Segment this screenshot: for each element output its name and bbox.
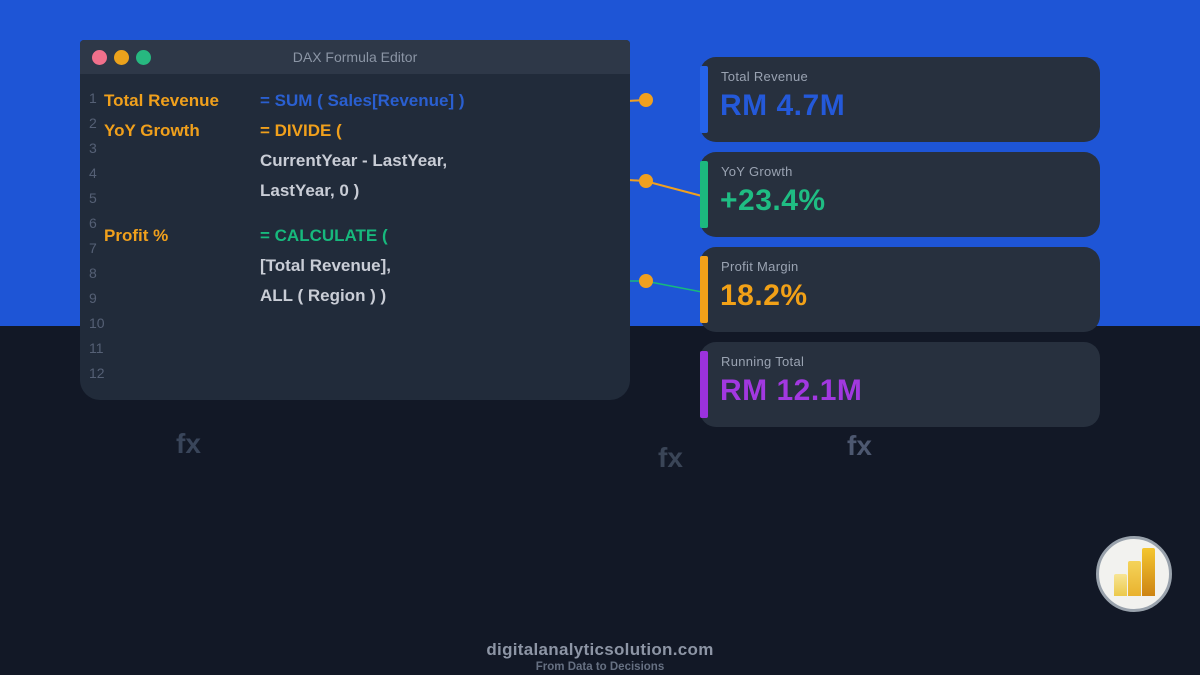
measure-formula: LastYear, 0 ) bbox=[260, 181, 360, 200]
line-number: 9 bbox=[89, 290, 97, 306]
line-number: 5 bbox=[89, 190, 97, 206]
maximize-dot-icon[interactable] bbox=[136, 49, 151, 65]
dax-formula-editor-window: DAX Formula Editor 1 2 3 4 5 6 7 8 9 10 … bbox=[80, 40, 630, 400]
editor-titlebar: DAX Formula Editor bbox=[80, 40, 630, 74]
metric-card-yoy-growth[interactable]: YoY Growth +23.4% bbox=[700, 152, 1100, 237]
card-value: +23.4% bbox=[720, 184, 826, 217]
measure-formula: = DIVIDE ( bbox=[260, 121, 342, 140]
bar-chart-icon-bar bbox=[1141, 548, 1155, 596]
card-label: Total Revenue bbox=[721, 69, 809, 84]
measure-formula: = SUM ( Sales[Revenue] ) bbox=[260, 91, 465, 110]
card-accent-bar bbox=[700, 256, 708, 323]
metric-card-profit-margin[interactable]: Profit Margin 18.2% bbox=[700, 247, 1100, 332]
connector-dot-2 bbox=[639, 174, 653, 188]
measure-formula: CurrentYear - LastYear, bbox=[260, 151, 448, 170]
measure-formula: [Total Revenue], bbox=[260, 256, 391, 275]
power-bi-bars-icon bbox=[1113, 548, 1155, 596]
footer-domain: digitalanalyticsolution.com bbox=[486, 640, 714, 659]
bar-chart-icon-bar bbox=[1127, 561, 1141, 596]
card-label: Profit Margin bbox=[721, 259, 799, 274]
footer: digitalanalyticsolution.com From Data to… bbox=[0, 640, 1200, 673]
line-number: 6 bbox=[89, 215, 97, 231]
connector-dot-3 bbox=[639, 274, 653, 288]
line-number: 8 bbox=[89, 265, 97, 281]
card-value: RM 4.7M bbox=[720, 89, 846, 122]
power-bi-logo bbox=[1096, 536, 1172, 612]
footer-tagline: From Data to Decisions bbox=[535, 661, 665, 673]
line-number: 3 bbox=[89, 140, 97, 156]
line-number: 12 bbox=[89, 365, 105, 381]
bar-chart-icon-bar bbox=[1113, 574, 1127, 596]
line-number-gutter: 1 2 3 4 5 6 7 8 9 10 11 12 bbox=[89, 86, 105, 386]
card-label: YoY Growth bbox=[721, 164, 793, 179]
card-accent-bar bbox=[700, 351, 708, 418]
measure-name: YoY Growth bbox=[104, 121, 200, 140]
line-number: 4 bbox=[89, 165, 97, 181]
card-value: RM 12.1M bbox=[720, 374, 863, 407]
measure-formula: ALL ( Region ) ) bbox=[260, 286, 387, 305]
line-number: 2 bbox=[89, 115, 97, 131]
line-number: 7 bbox=[89, 240, 97, 256]
fx-watermark: fx bbox=[658, 442, 683, 473]
line-number: 11 bbox=[89, 340, 104, 356]
connector-line-profit-margin bbox=[628, 280, 703, 293]
measure-name: Profit % bbox=[104, 226, 169, 245]
fx-watermark: fx bbox=[176, 428, 201, 459]
card-accent-bar bbox=[700, 161, 708, 228]
connector-dot-1 bbox=[639, 93, 653, 107]
minimize-dot-icon[interactable] bbox=[114, 49, 129, 65]
close-dot-icon[interactable] bbox=[92, 49, 107, 65]
line-number: 10 bbox=[89, 315, 105, 331]
metric-card-total-revenue[interactable]: Total Revenue RM 4.7M bbox=[700, 57, 1100, 142]
card-value: 18.2% bbox=[720, 279, 808, 312]
fx-watermark: fx bbox=[847, 430, 872, 461]
editor-title: DAX Formula Editor bbox=[292, 49, 418, 65]
card-accent-bar bbox=[700, 66, 708, 133]
card-label: Running Total bbox=[721, 354, 805, 369]
measure-formula: = CALCULATE ( bbox=[260, 226, 388, 245]
measure-name: Total Revenue bbox=[104, 91, 219, 110]
connector-line-yoy-growth bbox=[627, 179, 703, 197]
line-number: 1 bbox=[89, 90, 97, 106]
metric-card-running-total[interactable]: Running Total RM 12.1M bbox=[700, 342, 1100, 427]
